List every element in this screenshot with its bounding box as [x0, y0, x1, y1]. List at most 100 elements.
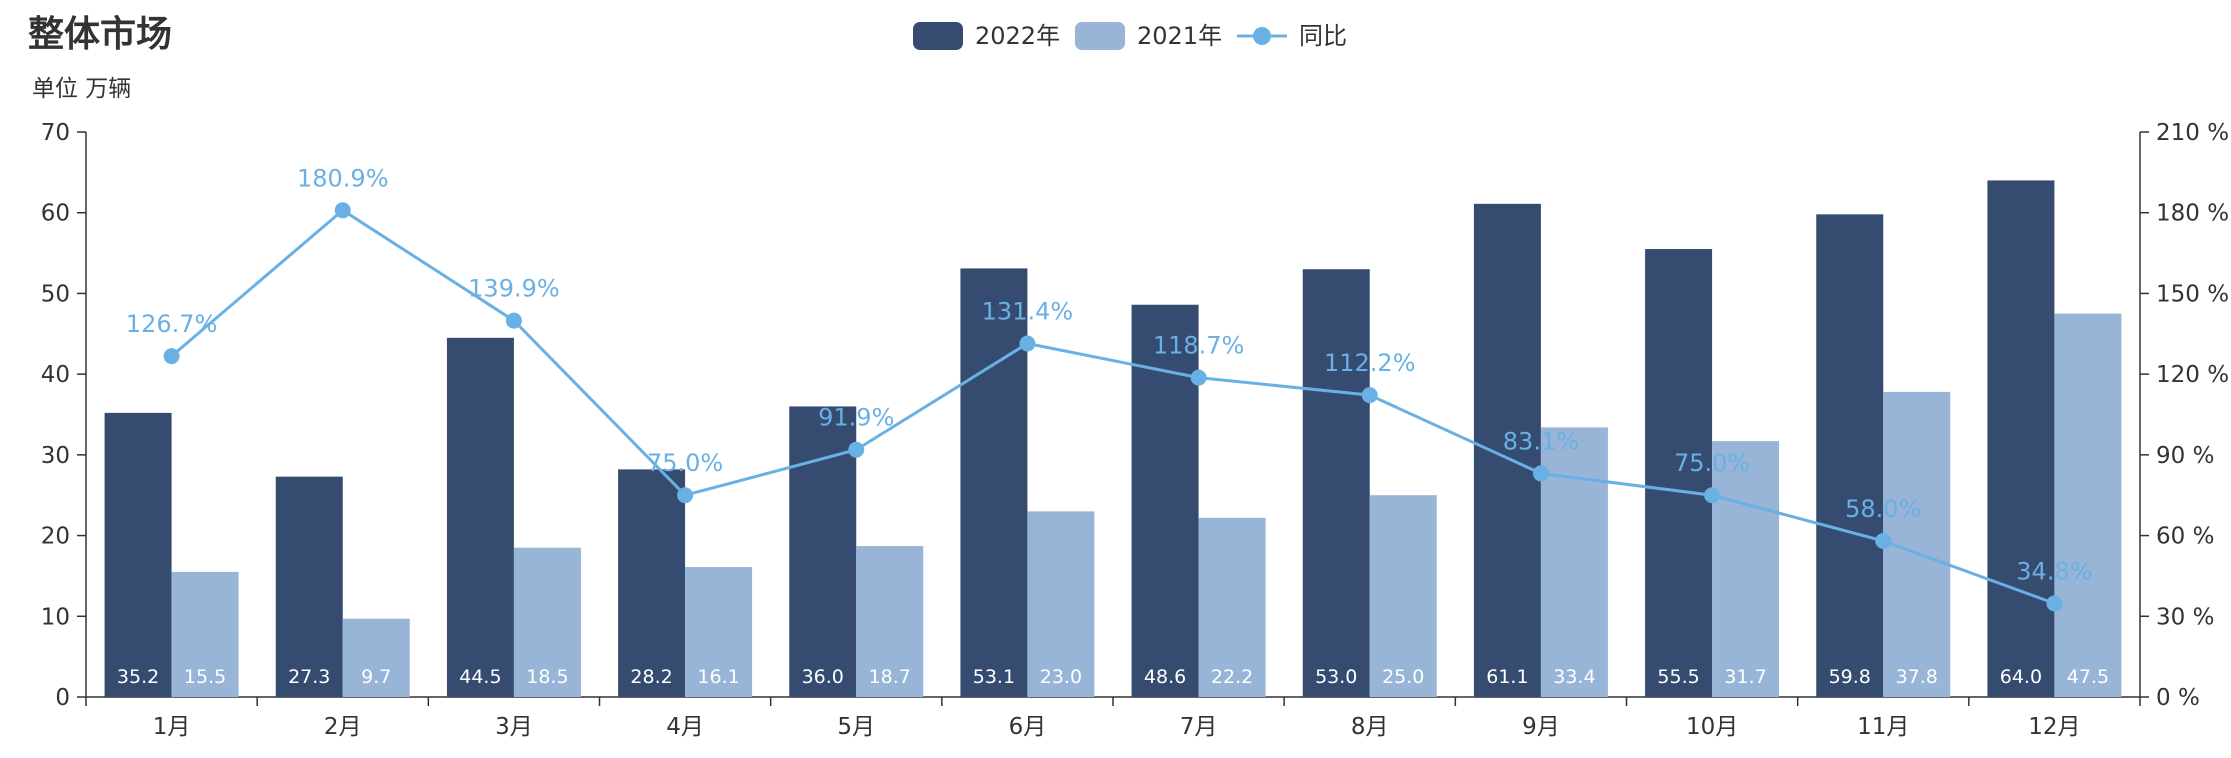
- bar-2022年-10月: [1645, 249, 1713, 698]
- bar-value-label: 44.5: [459, 666, 501, 688]
- x-tick-label: 4月: [666, 714, 704, 740]
- y-right-tick-label: 120 %: [2156, 362, 2229, 388]
- yoy-point: [848, 441, 865, 458]
- y-left-tick-label: 50: [41, 281, 70, 307]
- x-tick-label: 7月: [1180, 714, 1218, 740]
- bar-2021年-8月: [1369, 495, 1437, 697]
- y-right-tick-label: 180 %: [2156, 201, 2229, 227]
- yoy-value-label: 75.0%: [1674, 449, 1750, 477]
- yoy-point: [1361, 387, 1378, 404]
- bar-2022年-6月: [960, 268, 1028, 697]
- x-tick-label: 12月: [2028, 714, 2080, 740]
- bar-2022年-1月: [104, 412, 172, 697]
- bar-value-label: 53.0: [1315, 666, 1357, 688]
- bar-value-label: 55.5: [1657, 666, 1699, 688]
- yoy-point: [1019, 335, 1036, 352]
- bar-2022年-3月: [446, 337, 514, 697]
- bar-value-label: 61.1: [1486, 666, 1528, 688]
- bar-2021年-10月: [1712, 441, 1780, 697]
- bar-2021年-4月: [685, 567, 753, 697]
- y-left-tick-label: 10: [41, 604, 70, 630]
- x-tick-label: 1月: [153, 714, 191, 740]
- bar-value-label: 31.7: [1724, 666, 1766, 688]
- yoy-value-label: 83.1%: [1503, 427, 1579, 455]
- bar-value-label: 37.8: [1896, 666, 1938, 688]
- bar-value-label: 35.2: [117, 666, 159, 688]
- chart-title: 整体市场: [28, 14, 172, 55]
- y-right-tick-label: 60 %: [2156, 524, 2214, 550]
- yoy-point: [505, 312, 522, 329]
- axes: 0 10 20 30 40 50 60 70 0 % 30 % 60 % 90 % 120 % 150 %…: [41, 120, 2229, 740]
- y-left-tick-label: 40: [41, 362, 70, 388]
- bar-value-label: 18.5: [526, 666, 568, 688]
- y-left-tick-label: 20: [41, 524, 70, 550]
- legend-label: 2022年: [975, 22, 1060, 50]
- bar-value-label: 33.4: [1553, 666, 1595, 688]
- legend-label: 2021年: [1137, 22, 1222, 50]
- x-tick-label: 8月: [1351, 714, 1389, 740]
- bar-value-label: 23.0: [1040, 666, 1082, 688]
- bar-2021年-9月: [1540, 427, 1608, 697]
- yoy-line: [170, 208, 2055, 605]
- unit-label: 单位 万辆: [32, 76, 131, 102]
- legend-item-2022年[interactable]: 2022年: [913, 22, 1060, 50]
- bar-2021年-2月: [342, 618, 410, 697]
- bar-2021年-5月: [856, 546, 924, 697]
- y-right-tick-label: 30 %: [2156, 604, 2214, 630]
- y-left-tick-label: 0: [55, 685, 70, 711]
- legend-item-2021年[interactable]: 2021年: [1075, 22, 1222, 50]
- yoy-value-label: 75.0%: [647, 449, 723, 477]
- legend[interactable]: 2022年 2021年 同比: [913, 22, 1347, 50]
- yoy-value-label: 126.7%: [126, 310, 218, 338]
- x-tick-label: 5月: [837, 714, 875, 740]
- yoy-value-label: 112.2%: [1324, 349, 1416, 377]
- y-right-tick-label: 0 %: [2156, 685, 2200, 711]
- bar-value-label: 27.3: [288, 666, 330, 688]
- bar-value-label: 9.7: [361, 666, 391, 688]
- x-tick-label: 6月: [1009, 714, 1047, 740]
- yoy-value-label: 180.9%: [297, 164, 389, 192]
- y-left-tick-label: 70: [41, 120, 70, 146]
- bar-2022年-12月: [1987, 180, 2055, 697]
- legend-swatch: [913, 22, 963, 50]
- yoy-point: [1532, 465, 1549, 482]
- bar-value-label: 53.1: [973, 666, 1015, 688]
- bar-2021年-7月: [1198, 517, 1266, 697]
- yoy-point: [2046, 595, 2063, 612]
- bar-2021年-12月: [2054, 313, 2122, 697]
- bar-value-label: 18.7: [869, 666, 911, 688]
- bar-2022年-7月: [1131, 304, 1199, 697]
- bar-value-label: 28.2: [630, 666, 672, 688]
- y-left-tick-label: 60: [41, 201, 70, 227]
- x-tick-label: 11月: [1857, 714, 1909, 740]
- yoy-point: [1190, 369, 1207, 386]
- y-right-tick-label: 210 %: [2156, 120, 2229, 146]
- bar-2022年-5月: [789, 406, 857, 697]
- bar-value-label: 48.6: [1144, 666, 1186, 688]
- yoy-point: [163, 348, 180, 365]
- legend-label: 同比: [1299, 22, 1347, 50]
- x-tick-label: 9月: [1522, 714, 1560, 740]
- y-right-tick-label: 150 %: [2156, 281, 2229, 307]
- bar-value-label: 47.5: [2067, 666, 2109, 688]
- bar-value-label: 59.8: [1829, 666, 1871, 688]
- bar-2021年-3月: [513, 547, 581, 697]
- bar-value-label: 22.2: [1211, 666, 1253, 688]
- x-tick-label: 3月: [495, 714, 533, 740]
- yoy-point: [1875, 532, 1892, 549]
- bar-2022年-11月: [1816, 214, 1884, 698]
- yoy-point: [1704, 487, 1721, 504]
- yoy-point: [334, 202, 351, 219]
- yoy-value-label: 118.7%: [1153, 332, 1245, 360]
- yoy-point: [677, 487, 694, 504]
- legend-swatch: [1075, 22, 1125, 50]
- y-left-tick-label: 30: [41, 443, 70, 469]
- yoy-value-label: 139.9%: [468, 275, 560, 303]
- bar-2021年-1月: [171, 571, 239, 697]
- yoy-value-label: 91.9%: [818, 404, 894, 432]
- yoy-value-label: 58.0%: [1845, 495, 1921, 523]
- bar-value-label: 16.1: [697, 666, 739, 688]
- bar-2022年-4月: [618, 469, 686, 697]
- legend-item-同比[interactable]: 同比: [1237, 22, 1347, 50]
